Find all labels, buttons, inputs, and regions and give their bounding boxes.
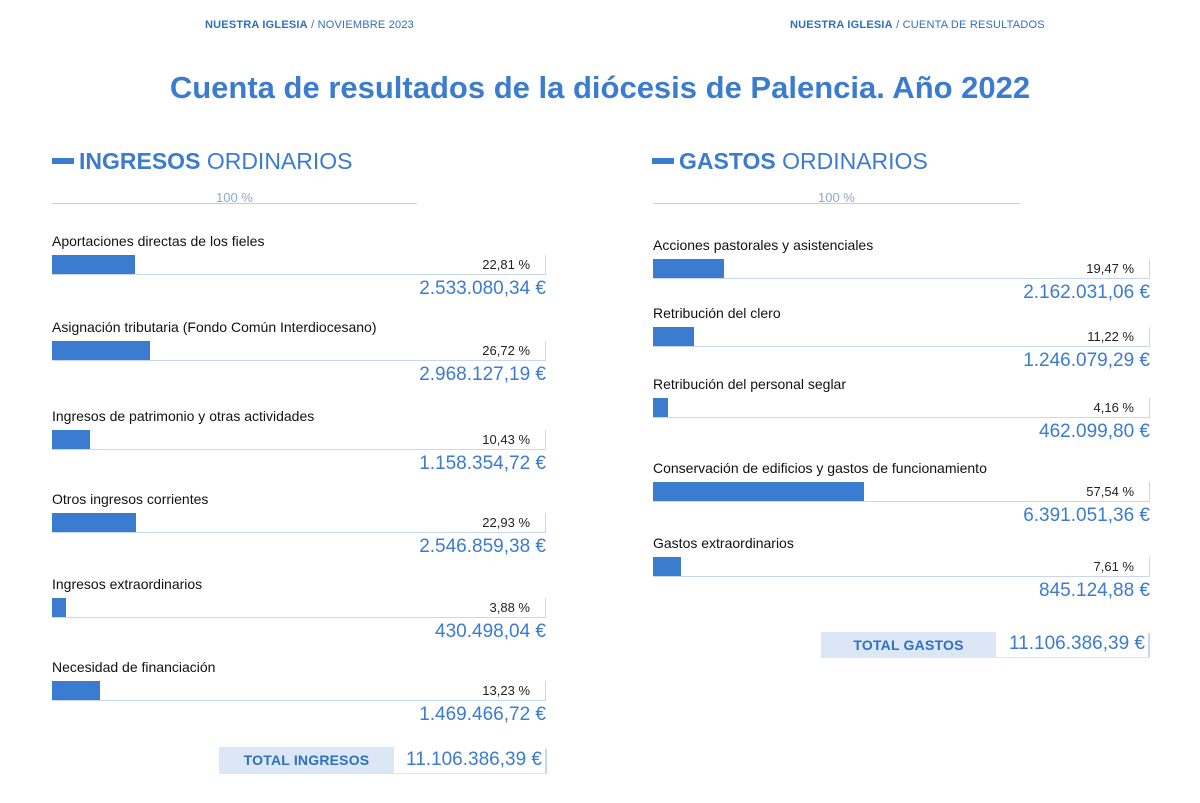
ingresos-item: Necesidad de financiación 13,23 % 1.469.46… xyxy=(52,659,546,734)
item-percentage: 26,72 % xyxy=(482,343,530,358)
item-track xyxy=(653,327,1150,347)
item-track xyxy=(653,259,1150,279)
item-percentage: 13,23 % xyxy=(482,683,530,698)
item-track xyxy=(52,598,546,618)
header-brand: NUESTRA IGLESIA xyxy=(790,19,893,31)
item-label: Otros ingresos corrientes xyxy=(52,491,209,507)
ingresos-item: Otros ingresos corrientes 22,93 % 2.546.85… xyxy=(52,491,546,566)
item-track xyxy=(52,430,546,450)
ingresos-item: Ingresos extraordinarios 3,88 % 430.498,04… xyxy=(52,576,546,651)
item-bar xyxy=(52,598,66,617)
item-bar xyxy=(52,430,90,449)
item-track xyxy=(52,513,546,533)
item-label: Conservación de edificios y gastos de fu… xyxy=(653,460,987,476)
item-label: Ingresos de patrimonio y otras actividad… xyxy=(52,408,315,424)
item-label: Retribución del personal seglar xyxy=(653,376,846,392)
item-amount: 430.498,04 € xyxy=(435,621,546,642)
item-track xyxy=(52,341,546,361)
gastos-scale-label: 100 % xyxy=(818,190,855,205)
item-amount: 6.391.051,36 € xyxy=(1023,505,1150,526)
heading-dash xyxy=(52,157,74,164)
gastos-item: Retribución del clero 11,22 % 1.246.079,29… xyxy=(653,305,1150,380)
item-amount: 1.469.466,72 € xyxy=(419,704,546,725)
ingresos-item: Ingresos de patrimonio y otras actividad… xyxy=(52,408,546,483)
item-bar xyxy=(653,327,694,346)
item-percentage: 22,93 % xyxy=(482,515,530,530)
ingresos-item: Aportaciones directas de los fieles 22,81… xyxy=(52,233,546,308)
total-gastos-amount: 11.106.386,39 € xyxy=(1009,633,1145,654)
item-amount: 462.099,80 € xyxy=(1039,421,1150,442)
item-label: Retribución del clero xyxy=(653,305,781,321)
item-track xyxy=(653,398,1150,418)
item-percentage: 10,43 % xyxy=(482,432,530,447)
item-percentage: 11,22 % xyxy=(1087,329,1134,344)
heading-rest: ORDINARIOS xyxy=(206,148,353,174)
item-amount: 2.968.127,19 € xyxy=(419,364,546,385)
total-ingresos-amount: 11.106.386,39 € xyxy=(406,749,542,770)
total-ingresos-label: TOTAL INGRESOS xyxy=(219,747,394,773)
item-label: Gastos extraordinarios xyxy=(653,535,794,551)
heading-dash xyxy=(652,157,674,164)
item-amount: 1.158.354,72 € xyxy=(419,453,546,474)
running-header-right: NUESTRA IGLESIA / CUENTA DE RESULTADOS xyxy=(790,19,1045,31)
item-track xyxy=(653,557,1150,577)
gastos-item: Acciones pastorales y asistenciales 19,47… xyxy=(653,237,1150,312)
item-amount: 2.546.859,38 € xyxy=(419,536,546,557)
heading-rest: ORDINARIOS xyxy=(782,148,928,174)
item-percentage: 3,88 % xyxy=(489,600,530,615)
item-amount: 2.162.031,06 € xyxy=(1023,282,1150,303)
header-subtitle: CUENTA DE RESULTADOS xyxy=(902,19,1045,31)
heading-strong: GASTOS xyxy=(679,148,776,174)
gastos-scale-line xyxy=(654,203,1020,204)
item-bar xyxy=(653,398,668,417)
item-percentage: 22,81 % xyxy=(482,257,530,272)
item-label: Aportaciones directas de los fieles xyxy=(52,233,265,249)
ingresos-scale-label: 100 % xyxy=(216,190,253,205)
header-subtitle: NOVIEMBRE 2023 xyxy=(317,19,414,31)
item-label: Necesidad de financiación xyxy=(52,659,216,675)
item-bar xyxy=(52,341,150,360)
total-ingresos-border xyxy=(545,749,547,773)
total-gastos-label: TOTAL GASTOS xyxy=(821,632,996,658)
gastos-heading: GASTOS ORDINARIOS xyxy=(652,148,928,175)
ingresos-heading: INGRESOS ORDINARIOS xyxy=(52,148,353,175)
item-label: Ingresos extraordinarios xyxy=(52,576,203,592)
item-label: Acciones pastorales y asistenciales xyxy=(653,237,874,253)
ingresos-item: Asignación tributaria (Fondo Común Inter… xyxy=(52,319,546,394)
header-separator: / xyxy=(311,19,315,31)
item-percentage: 4,16 % xyxy=(1093,400,1134,415)
gastos-item: Conservación de edificios y gastos de fu… xyxy=(653,460,1150,535)
item-track xyxy=(653,482,1150,502)
page-title: Cuenta de resultados de la diócesis de P… xyxy=(169,70,1031,105)
gastos-item: Gastos extraordinarios 7,61 % 845.124,88 € xyxy=(653,535,1150,610)
item-amount: 1.246.079,29 € xyxy=(1023,350,1150,371)
total-gastos-line xyxy=(821,657,1150,658)
item-label: Asignación tributaria (Fondo Común Inter… xyxy=(52,319,377,335)
total-ingresos-line xyxy=(219,773,547,774)
item-percentage: 57,54 % xyxy=(1086,484,1134,499)
item-percentage: 19,47 % xyxy=(1086,261,1134,276)
item-bar xyxy=(653,259,724,278)
item-track xyxy=(52,681,546,701)
item-amount: 2.533.080,34 € xyxy=(419,278,546,299)
item-bar xyxy=(52,513,136,532)
heading-strong: INGRESOS xyxy=(79,148,201,174)
ingresos-scale-line xyxy=(52,203,417,204)
item-bar xyxy=(52,255,135,274)
header-brand: NUESTRA IGLESIA xyxy=(205,19,308,31)
running-header-left: NUESTRA IGLESIA / NOVIEMBRE 2023 xyxy=(205,19,414,31)
item-bar xyxy=(653,557,681,576)
item-amount: 845.124,88 € xyxy=(1039,580,1150,601)
item-percentage: 7,61 % xyxy=(1093,559,1134,574)
header-separator: / xyxy=(896,19,900,31)
item-bar xyxy=(52,681,100,700)
total-gastos-border xyxy=(1148,633,1150,657)
item-track xyxy=(52,255,546,275)
gastos-item: Retribución del personal seglar 4,16 % 462… xyxy=(653,376,1150,451)
item-bar xyxy=(653,482,864,501)
